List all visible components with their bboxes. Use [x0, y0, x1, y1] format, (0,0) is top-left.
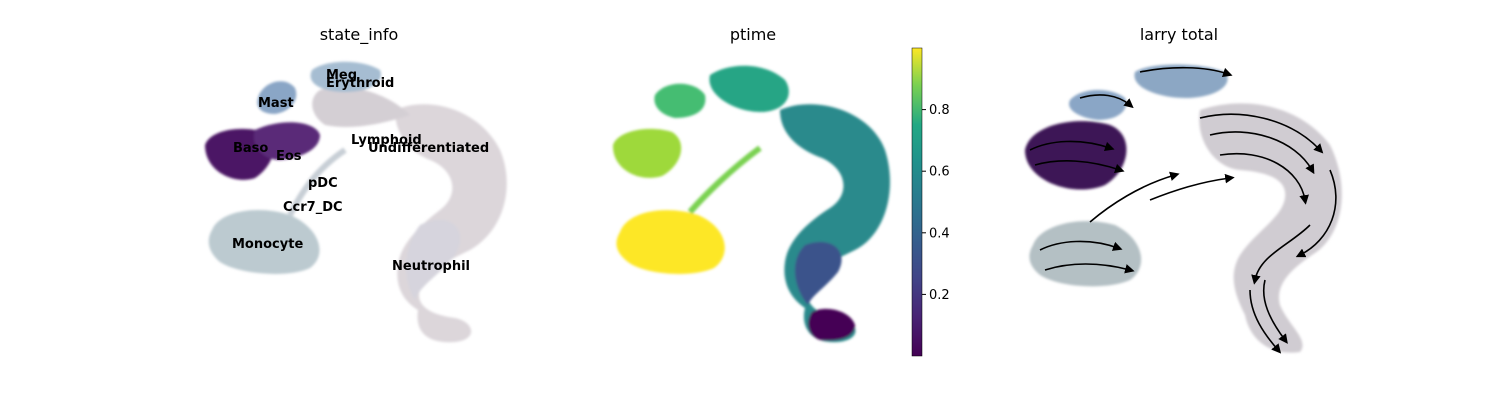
streamline: [1034, 160, 1125, 174]
streamline: [1251, 224, 1311, 285]
cluster-label-mast: Mast: [258, 96, 294, 111]
ptime-region-lower: [794, 241, 842, 305]
streamline: [1295, 169, 1337, 258]
colorbar-tick-label: 0.6: [929, 165, 950, 180]
streamline: [1079, 94, 1134, 109]
state-info-embedding: [205, 61, 507, 343]
larry-region-monocyte: [1029, 221, 1142, 287]
ptime-embedding: [612, 65, 891, 343]
ptime-region-baso: [612, 128, 682, 178]
panel-title-state-info: state_info: [320, 25, 399, 45]
larry-region-baso: [1025, 121, 1127, 190]
panel-title-larry-total: larry total: [1140, 25, 1218, 44]
state-info-labels: Meg Erythroid Mast Lymphoid Undifferenti…: [232, 68, 489, 274]
panel-larry-total: larry total: [1025, 25, 1342, 354]
region-dc-strand: [287, 147, 347, 217]
ptime-region-monocyte: [616, 210, 725, 274]
region-monocyte: [208, 210, 320, 274]
cluster-label-monocyte: Monocyte: [232, 237, 303, 252]
region-eos: [253, 122, 320, 160]
streamline: [1262, 279, 1288, 344]
cluster-label-eos: Eos: [276, 149, 302, 164]
ptime-region-mast: [654, 83, 706, 118]
cluster-label-neutrophil: Neutrophil: [392, 259, 470, 274]
cluster-label-meg: Meg: [326, 68, 357, 83]
ptime-region-upper: [709, 65, 789, 112]
streamline: [1139, 66, 1233, 77]
cluster-label-pdc: pDC: [308, 176, 338, 191]
streamline: [1219, 152, 1309, 205]
larry-region-top: [1134, 64, 1228, 98]
ptime-region-strand: [687, 145, 762, 214]
larry-embedding: [1025, 64, 1342, 353]
colorbar-tick-label: 0.4: [929, 226, 950, 241]
colorbar-gradient: [911, 47, 923, 357]
streamline: [1029, 140, 1115, 152]
streamline: [1199, 113, 1324, 154]
colorbar-tick-label: 0.2: [929, 288, 950, 303]
region-meg-erythroid: [310, 61, 381, 92]
panel-state-info: state_info Meg Erythroid Mast Lymphoid U…: [205, 25, 507, 343]
streamline: [1249, 289, 1282, 354]
cluster-label-ccr7-dc: Ccr7_DC: [283, 200, 343, 215]
region-neutrophil: [406, 219, 461, 300]
streamline: [1089, 171, 1180, 223]
streamline: [1044, 263, 1135, 274]
colorbar-ticks: 0.2 0.4 0.6 0.8: [922, 103, 950, 303]
region-lymphoid: [312, 86, 410, 127]
panel-title-ptime: ptime: [730, 25, 776, 44]
ptime-region-tip: [808, 308, 855, 341]
larry-streamlines: [1029, 66, 1337, 354]
streamline: [1149, 173, 1235, 201]
streamline: [1209, 131, 1315, 175]
cluster-label-baso: Baso: [233, 141, 268, 156]
cluster-label-erythroid: Erythroid: [326, 76, 394, 91]
cluster-label-lymphoid: Lymphoid: [351, 133, 422, 148]
region-mast: [257, 81, 297, 114]
cluster-label-undifferentiated: Undifferentiated: [368, 141, 489, 156]
colorbar-tick-label: 0.8: [929, 103, 950, 118]
panel-ptime: ptime 0.2 0.4 0.6 0.8: [612, 25, 950, 357]
ptime-region-main: [780, 104, 891, 343]
streamline: [1039, 240, 1123, 251]
ptime-colorbar: 0.2 0.4 0.6 0.8: [911, 47, 950, 357]
